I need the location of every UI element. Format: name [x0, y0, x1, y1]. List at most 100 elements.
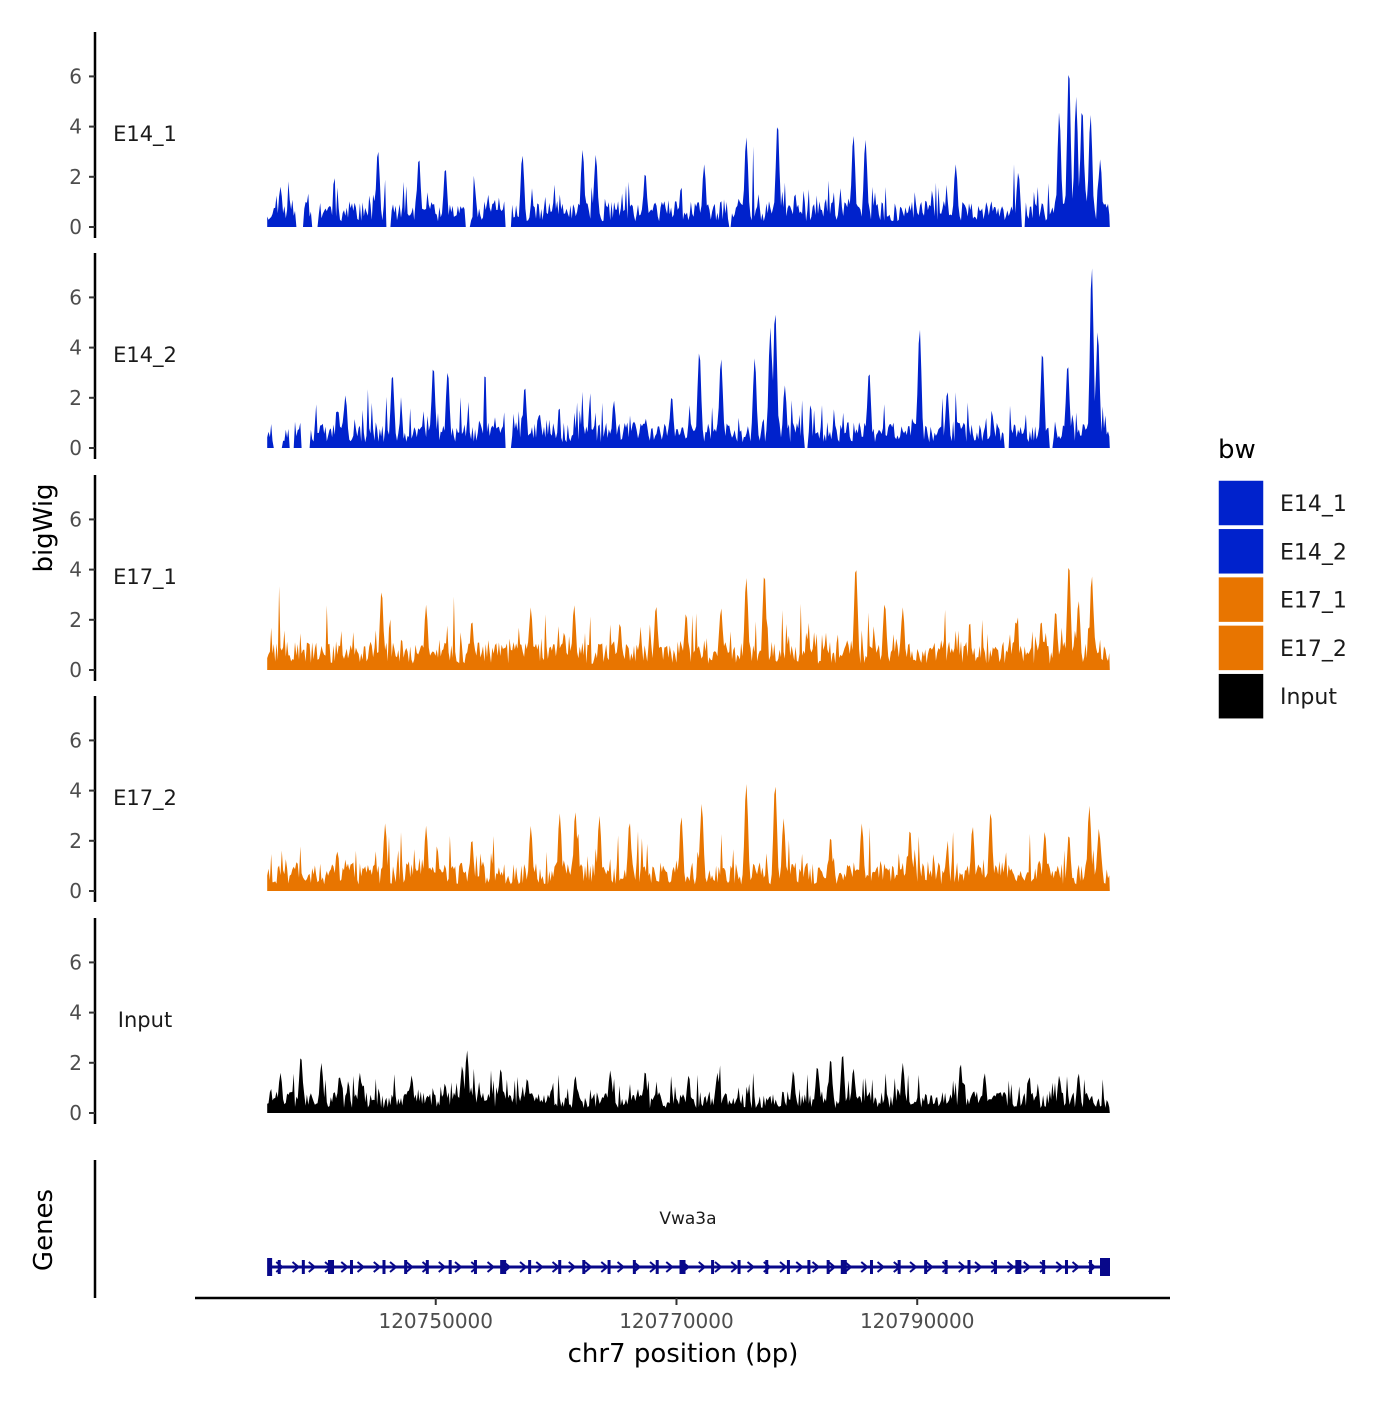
- x-tick-label: 120750000: [378, 1309, 493, 1333]
- coverage-area-Input: [267, 1050, 1110, 1113]
- strand-arrow: [990, 1261, 999, 1273]
- strand-arrow: [730, 1261, 739, 1273]
- legend-label-E17_1: E17_1: [1280, 589, 1347, 614]
- y-tick-label: 4: [69, 558, 82, 582]
- legend-swatch-E17_1: [1217, 575, 1265, 624]
- legend: bw E14_1 E14_2 E17_1 E17_2 Input: [1217, 435, 1347, 720]
- coverage-tracks: 0 2 4 6 E14_1 0 2 4 6 E14_2 0 2 4 6 E17_1 0 2 4 6 E17_2 0 2 4 6…: [69, 32, 1110, 1125]
- strand-arrow: [373, 1261, 382, 1273]
- exon: [558, 1260, 562, 1274]
- track-label-E17_1: E17_1: [113, 565, 177, 590]
- exon: [1100, 1258, 1110, 1276]
- exon: [607, 1260, 611, 1274]
- strand-arrow: [795, 1261, 804, 1273]
- y-tick-label: 0: [69, 879, 82, 903]
- strand-arrow: [389, 1261, 398, 1273]
- x-axis-title: chr7 position (bp): [568, 1339, 799, 1369]
- exon: [655, 1260, 659, 1274]
- exon: [448, 1260, 452, 1274]
- legend-swatch-E14_1: [1217, 479, 1265, 527]
- y-tick-label: 6: [69, 728, 82, 752]
- exon: [1042, 1260, 1046, 1274]
- strand-arrow: [535, 1261, 544, 1273]
- track-label-E14_2: E14_2: [113, 343, 177, 368]
- y-tick-label: 4: [69, 1001, 82, 1025]
- exon: [679, 1260, 686, 1274]
- y-tick-label: 6: [69, 507, 82, 531]
- gene-name-label: Vwa3a: [659, 1209, 716, 1229]
- exon: [404, 1260, 408, 1274]
- track-label-E14_1: E14_1: [113, 122, 177, 147]
- track-Input: 0 2 4 6 Input: [69, 918, 1110, 1125]
- x-tick-label: 120770000: [619, 1309, 734, 1333]
- exon: [826, 1260, 830, 1274]
- exon: [425, 1260, 429, 1274]
- legend-title: bw: [1218, 435, 1256, 465]
- exon: [897, 1260, 901, 1274]
- y-tick-label: 2: [69, 1051, 82, 1075]
- gene-track: Vwa3a: [93, 1160, 1110, 1298]
- strand-arrow: [1055, 1261, 1064, 1273]
- track-E14_2: 0 2 4 6 E14_2: [69, 253, 1110, 460]
- exon: [1064, 1260, 1068, 1274]
- exon: [301, 1260, 305, 1274]
- y-tick-label: 0: [69, 658, 82, 682]
- strand-arrow: [470, 1261, 479, 1273]
- strand-arrow: [941, 1261, 951, 1273]
- y-tick-label: 4: [69, 115, 82, 139]
- y-tick-label: 6: [69, 64, 82, 88]
- exon: [737, 1260, 741, 1274]
- strand-arrow: [909, 1261, 918, 1273]
- coverage-area-E14_2: [267, 268, 1110, 448]
- exon: [993, 1260, 997, 1274]
- exon: [924, 1260, 928, 1274]
- genes-axis-title: Genes: [29, 1189, 59, 1271]
- strand-arrow: [584, 1261, 593, 1273]
- strand-arrow: [405, 1261, 414, 1273]
- exon: [382, 1260, 386, 1274]
- legend-swatch-E14_2: [1217, 527, 1265, 576]
- coverage-area-E14_1: [267, 75, 1110, 227]
- exon: [869, 1260, 873, 1274]
- strand-arrow: [828, 1261, 837, 1273]
- strand-arrow: [1023, 1261, 1032, 1273]
- legend-label-E17_2: E17_2: [1280, 637, 1347, 662]
- y-tick-label: 0: [69, 436, 82, 460]
- strand-arrow: [974, 1261, 983, 1273]
- legend-swatch-E17_2: [1217, 624, 1265, 672]
- coverage-area-E17_1: [267, 567, 1110, 670]
- track-E14_1: 0 2 4 6 E14_1: [69, 32, 1110, 239]
- strand-arrow: [600, 1261, 609, 1273]
- strand-arrow: [1006, 1261, 1016, 1273]
- y-tick-label: 2: [69, 165, 82, 189]
- exon: [1015, 1260, 1022, 1274]
- exon: [786, 1260, 790, 1274]
- strand-arrow: [714, 1261, 723, 1273]
- strand-arrow: [958, 1261, 967, 1273]
- legend-label-E14_2: E14_2: [1280, 540, 1347, 565]
- exon: [528, 1260, 532, 1274]
- x-tick-label: 120790000: [860, 1309, 975, 1333]
- strand-arrow: [568, 1261, 577, 1273]
- strand-arrow: [308, 1261, 317, 1273]
- strand-arrow: [454, 1261, 463, 1273]
- strand-arrow: [925, 1261, 934, 1273]
- strand-arrow: [486, 1261, 496, 1273]
- y-tick-label: 6: [69, 950, 82, 974]
- exon: [967, 1260, 971, 1274]
- y-tick-label: 2: [69, 386, 82, 410]
- legend-label-E14_1: E14_1: [1280, 492, 1347, 517]
- strand-arrow: [1039, 1261, 1048, 1273]
- exon: [473, 1260, 477, 1274]
- strand-arrow: [1071, 1261, 1081, 1273]
- exon: [277, 1260, 281, 1274]
- exon: [500, 1260, 507, 1274]
- track-E17_1: 0 2 4 6 E17_1: [69, 475, 1110, 682]
- y-tick-label: 2: [69, 829, 82, 853]
- exon: [632, 1260, 636, 1274]
- y-tick-label: 2: [69, 608, 82, 632]
- strand-arrow: [616, 1261, 626, 1273]
- coverage-area-E17_2: [267, 784, 1110, 891]
